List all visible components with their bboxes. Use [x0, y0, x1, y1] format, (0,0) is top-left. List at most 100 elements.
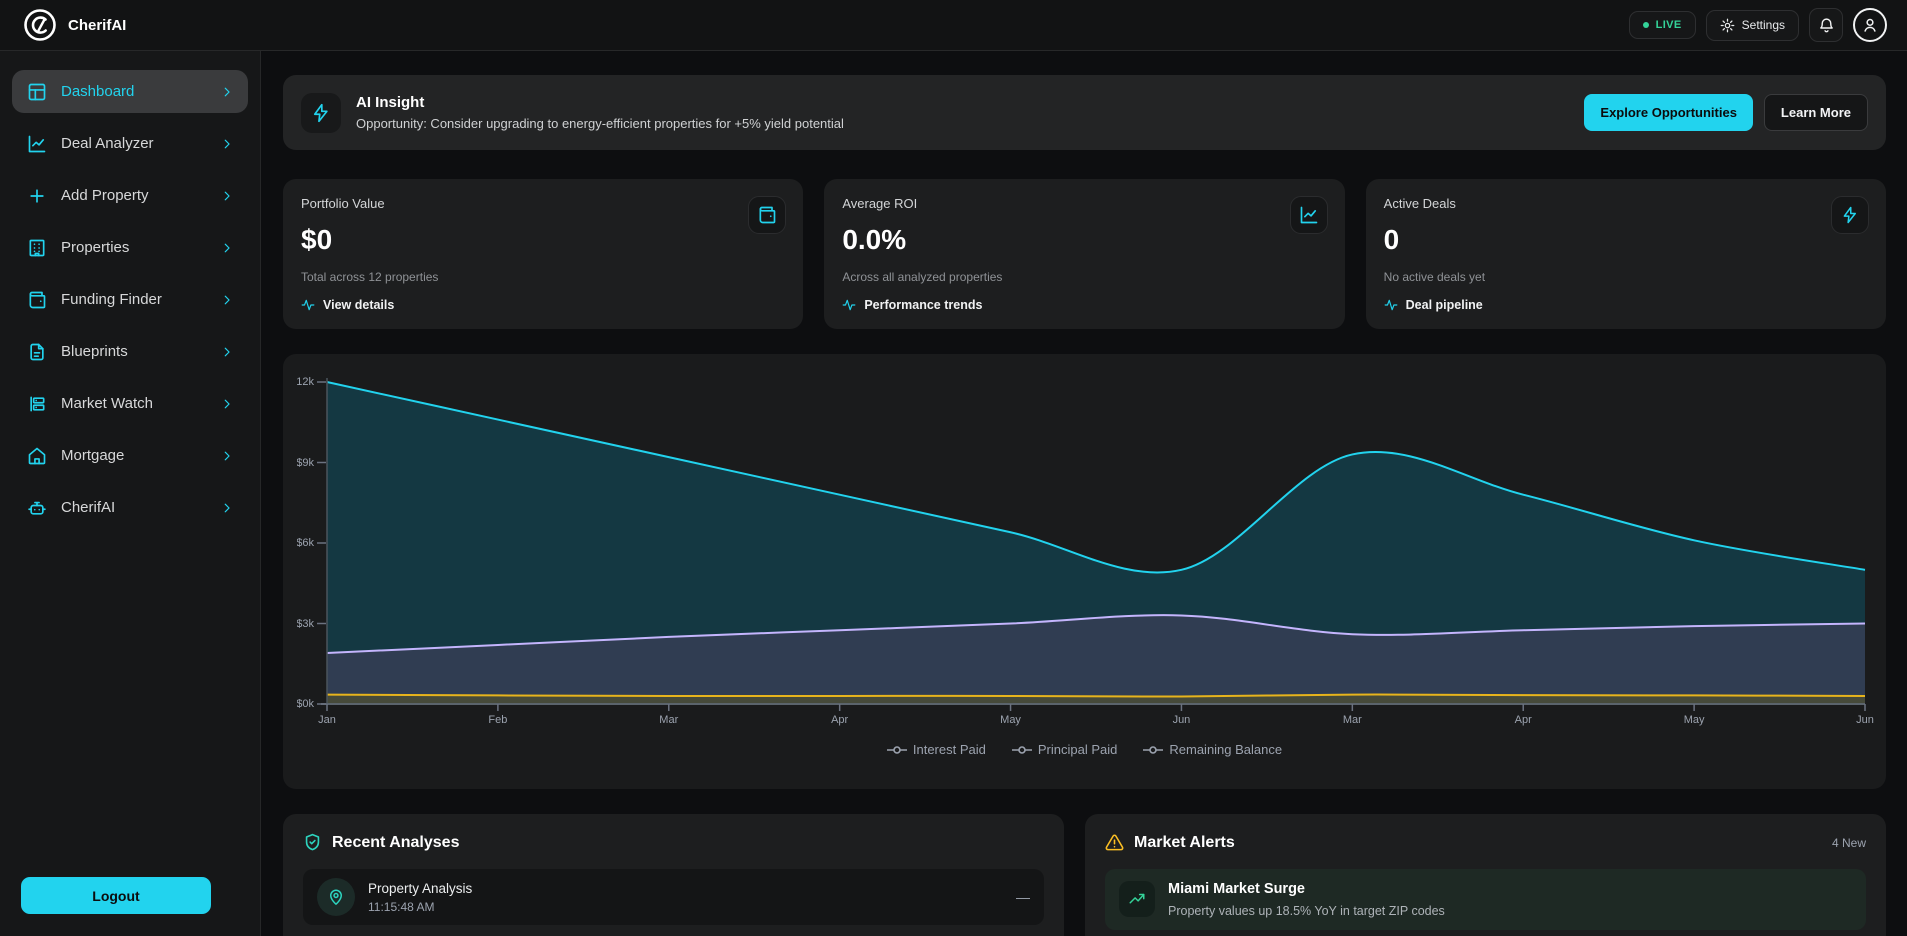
recent-analyses-panel: Recent Analyses Property Analysis 11:15:4…: [283, 814, 1064, 936]
learn-more-button[interactable]: Learn More: [1763, 94, 1868, 131]
chevron-right-icon: [220, 85, 234, 99]
chevron-right-icon: [220, 397, 234, 411]
legend-item-principal-paid[interactable]: Principal Paid: [1011, 742, 1118, 757]
sidebar-item-dashboard[interactable]: Dashboard: [12, 70, 248, 113]
topbar-actions: LIVE Settings: [1628, 8, 1887, 42]
explore-opportunities-button[interactable]: Explore Opportunities: [1584, 94, 1753, 131]
sidebar-item-add-property[interactable]: Add Property: [12, 174, 248, 217]
alert-title: Miami Market Surge: [1168, 881, 1305, 897]
stat-label: Portfolio Value: [301, 196, 385, 211]
topbar: CherifAI LIVE Settings: [0, 0, 1907, 51]
y-tick-label: $3k: [297, 617, 314, 630]
analysis-time: 11:15:48 AM: [368, 899, 435, 914]
analysis-title: Property Analysis: [368, 880, 473, 896]
legend-label: Principal Paid: [1037, 742, 1118, 757]
recent-analyses-header: Recent Analyses: [303, 833, 1044, 852]
chevron-right-icon: [220, 345, 234, 359]
sidebar-item-label: Add Property: [61, 187, 149, 204]
zap-icon: [1830, 196, 1869, 234]
stat-link-deal-pipeline[interactable]: Deal pipeline: [1384, 298, 1868, 312]
sidebar-item-label: CherifAI: [61, 499, 116, 516]
area-principal-paid: [327, 615, 1865, 704]
x-tick-label: Jun: [1172, 714, 1191, 726]
area-remaining-balance: [327, 382, 1865, 704]
analysis-action[interactable]: —: [1016, 889, 1030, 905]
zap-icon: [301, 92, 341, 133]
building-icon: [27, 238, 47, 258]
banner-actions: Explore Opportunities Learn More: [1584, 94, 1868, 131]
alert-item-miami-market-surge[interactable]: Miami Market Surge Property values up 18.…: [1105, 869, 1866, 930]
banner-subtitle: Opportunity: Consider upgrading to energ…: [356, 116, 844, 131]
sidebar-item-blueprints[interactable]: Blueprints: [12, 330, 248, 373]
live-label: LIVE: [1655, 19, 1682, 31]
stat-link-label: View details: [323, 298, 395, 312]
newspaper-icon: [27, 394, 47, 414]
x-tick-label: May: [1000, 714, 1021, 726]
stat-link-label: Performance trends: [864, 298, 983, 312]
market-alerts-title: Market Alerts: [1134, 833, 1235, 851]
x-tick-label: Mar: [1342, 714, 1362, 726]
stat-link-view-details[interactable]: View details: [301, 298, 785, 312]
chevron-right-icon: [220, 501, 234, 515]
sidebar-item-label: Funding Finder: [61, 291, 162, 308]
line-principal-paid: [326, 614, 1866, 655]
chevron-right-icon: [220, 293, 234, 307]
legend-marker-icon: [1011, 745, 1032, 755]
sidebar-item-funding-finder[interactable]: Funding Finder: [12, 278, 248, 321]
legend-label: Remaining Balance: [1169, 742, 1283, 757]
sidebar-item-mortgage[interactable]: Mortgage: [12, 434, 248, 477]
sidebar-item-label: Market Watch: [61, 395, 153, 412]
legend-marker-icon: [1143, 745, 1164, 755]
alert-triangle-icon: [1105, 833, 1124, 852]
chevron-right-icon: [220, 241, 234, 255]
legend-item-interest-paid[interactable]: Interest Paid: [886, 742, 986, 757]
line-remaining-balance: [326, 381, 1866, 574]
logout-button[interactable]: Logout: [21, 877, 211, 914]
user-icon: [1861, 16, 1879, 34]
sidebar-item-deal-analyzer[interactable]: Deal Analyzer: [12, 122, 248, 165]
legend-item-remaining-balance[interactable]: Remaining Balance: [1143, 742, 1282, 757]
sidebar-item-label: Dashboard: [61, 83, 135, 100]
plus-icon: [27, 186, 47, 206]
activity-icon: [301, 298, 315, 312]
settings-button[interactable]: Settings: [1705, 9, 1799, 41]
stat-value: 0.0%: [842, 224, 907, 255]
line-interest-paid: [326, 693, 1866, 698]
stat-card-average-roi: Average ROI 0.0% Across all analyzed prope…: [824, 179, 1345, 329]
sidebar-item-label: Deal Analyzer: [61, 135, 154, 152]
stat-label: Average ROI: [842, 196, 918, 211]
legend-marker-icon: [886, 745, 907, 755]
y-tick-label: $9k: [297, 456, 314, 469]
file-text-icon: [27, 342, 47, 362]
stat-value: $0: [301, 224, 333, 255]
live-dot-icon: [1642, 22, 1649, 28]
stat-value: 0: [1383, 224, 1400, 255]
stat-card-portfolio-value: Portfolio Value $0 Total across 12 propert…: [283, 179, 804, 329]
banner-title: AI Insight: [356, 94, 425, 111]
banner-text: AI Insight Opportunity: Consider upgradi…: [356, 94, 844, 131]
sidebar-item-cherifai[interactable]: CherifAI: [12, 486, 248, 529]
x-tick-label: Apr: [1514, 714, 1532, 726]
x-tick-label: May: [1683, 714, 1705, 726]
stats-row: Portfolio Value $0 Total across 12 propert…: [283, 179, 1886, 329]
bot-icon: [27, 498, 47, 518]
chevron-right-icon: [220, 449, 234, 463]
chevron-right-icon: [220, 137, 234, 151]
sidebar-item-label: Blueprints: [61, 343, 128, 360]
profile-avatar[interactable]: [1853, 8, 1887, 42]
recent-analyses-list: Property Analysis 11:15:48 AM —: [303, 869, 1044, 925]
chevron-right-icon: [220, 189, 234, 203]
sidebar-item-market-watch[interactable]: Market Watch: [12, 382, 248, 425]
activity-icon: [1384, 298, 1398, 312]
recent-analyses-title: Recent Analyses: [332, 833, 460, 851]
mortgage-chart-card: $0k $3k $6k $9k $12k Jan Feb Mar Apr May Jun Mar Apr…: [283, 354, 1886, 789]
y-tick-label: $12k: [297, 376, 314, 388]
legend-label: Interest Paid: [912, 742, 986, 757]
stat-link-performance-trends[interactable]: Performance trends: [842, 298, 1326, 312]
chart-legend: Interest Paid Principal Paid Remaining Bal…: [299, 735, 1870, 757]
notifications-button[interactable]: [1809, 8, 1843, 42]
sidebar-item-properties[interactable]: Properties: [12, 226, 248, 269]
analysis-item-property-analysis[interactable]: Property Analysis 11:15:48 AM —: [303, 869, 1044, 925]
layout-dashboard-icon: [27, 82, 47, 102]
stat-note: Across all analyzed properties: [842, 270, 1003, 284]
